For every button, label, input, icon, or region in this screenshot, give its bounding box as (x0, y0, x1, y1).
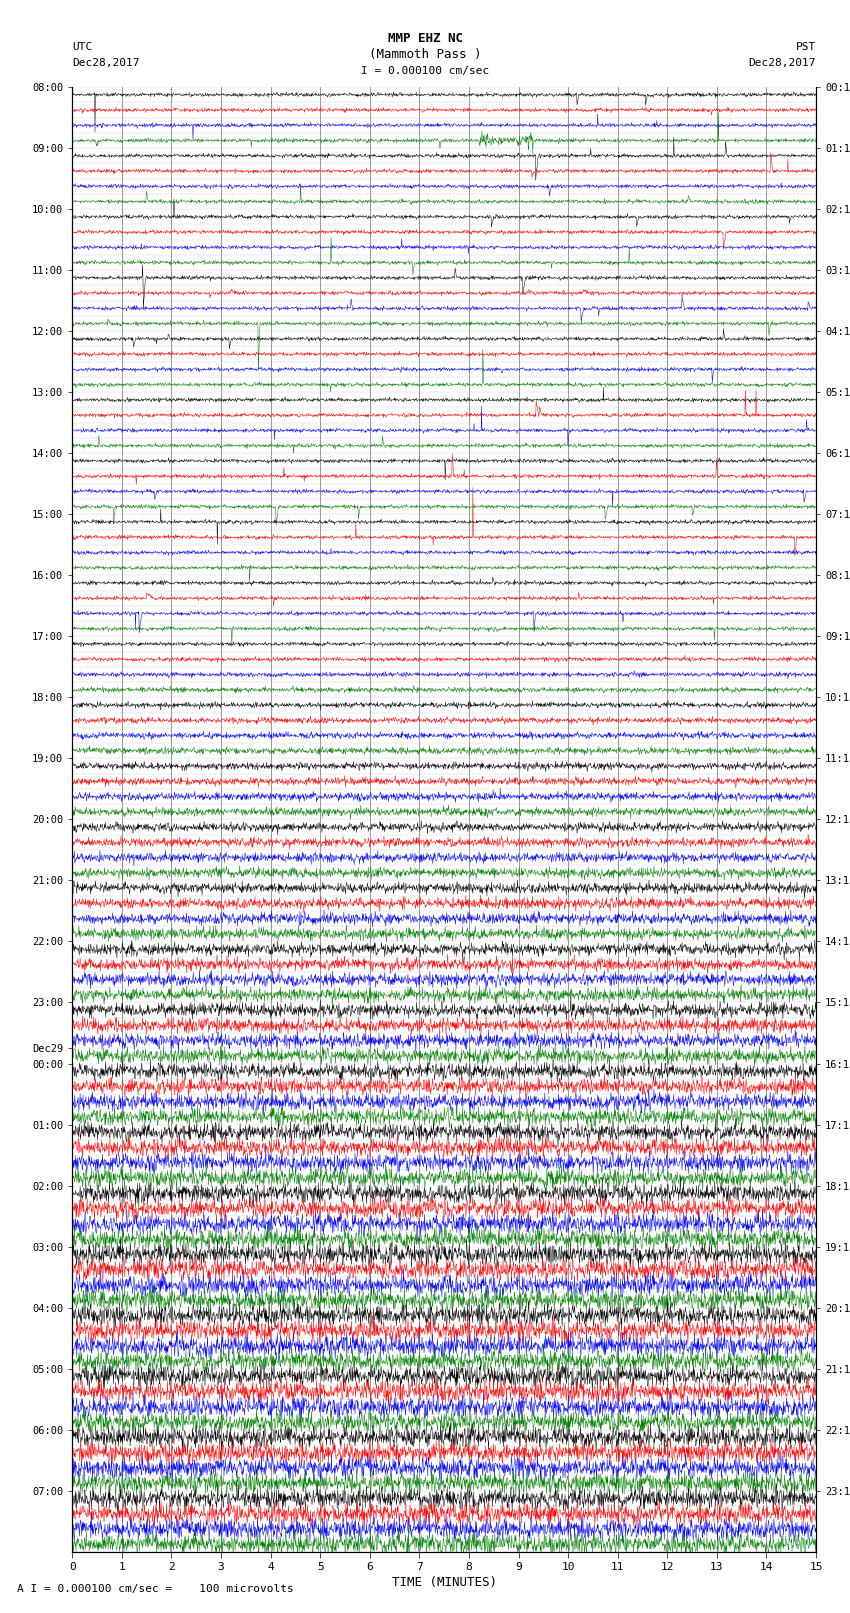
Text: (Mammoth Pass ): (Mammoth Pass ) (369, 48, 481, 61)
Text: A I = 0.000100 cm/sec =    100 microvolts: A I = 0.000100 cm/sec = 100 microvolts (17, 1584, 294, 1594)
Text: Dec28,2017: Dec28,2017 (749, 58, 816, 68)
Text: UTC: UTC (72, 42, 93, 52)
X-axis label: TIME (MINUTES): TIME (MINUTES) (392, 1576, 496, 1589)
Text: MMP EHZ NC: MMP EHZ NC (388, 32, 462, 45)
Text: I = 0.000100 cm/sec: I = 0.000100 cm/sec (361, 66, 489, 76)
Text: PST: PST (796, 42, 816, 52)
Text: Dec28,2017: Dec28,2017 (72, 58, 139, 68)
